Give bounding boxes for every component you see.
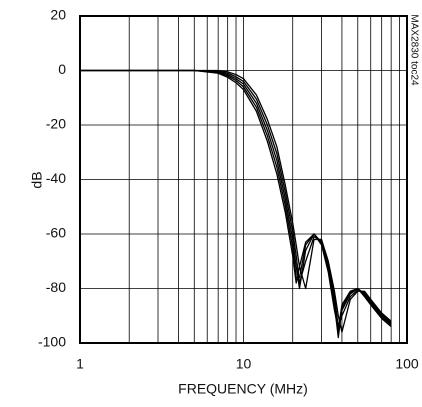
- curve: [80, 69, 392, 333]
- y-tick-label: -60: [46, 225, 66, 241]
- y-tick-label: -40: [46, 170, 66, 186]
- y-tick-label: -100: [38, 334, 66, 350]
- y-tick-label: -20: [46, 116, 66, 132]
- y-axis-label: dB: [29, 171, 45, 188]
- curve: [80, 69, 392, 328]
- figure-note: MAX2830 toc24: [408, 14, 419, 86]
- curve: [80, 69, 392, 336]
- x-axis-label: FREQUENCY (MHz): [178, 381, 308, 397]
- y-tick-label: 20: [50, 7, 66, 23]
- y-tick-label: -80: [46, 279, 66, 295]
- plot-frame: [79, 15, 408, 344]
- x-tick-label: 10: [236, 356, 252, 372]
- y-tick-label: 0: [58, 61, 66, 77]
- x-tick-label: 100: [395, 356, 419, 372]
- x-tick-label: 1: [76, 356, 84, 372]
